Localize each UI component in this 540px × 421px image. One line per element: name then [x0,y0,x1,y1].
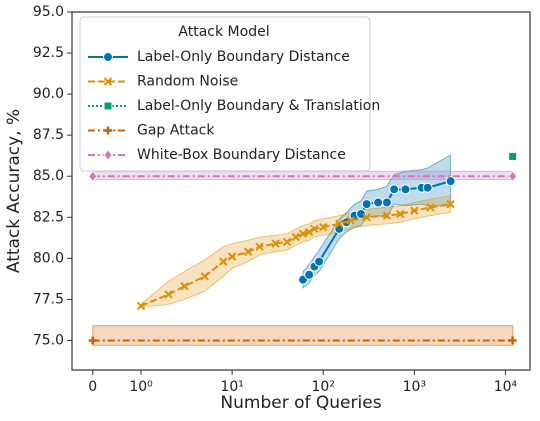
y-tick-label: 87.5 [33,127,64,143]
y-tick-label: 80.0 [33,250,64,266]
legend-marker [104,126,112,135]
marker [310,224,319,233]
marker [298,229,308,238]
y-tick-label: 85.0 [33,168,64,184]
marker [381,197,392,208]
legend-marker [103,77,113,86]
marker [291,232,301,242]
marker [335,219,344,229]
legend: Attack Model Label-Only Boundary Distance… [79,16,380,172]
x-axis-label: Number of Queries [220,393,381,413]
x-tick-label: 10¹ [220,379,243,395]
series-line [140,203,451,307]
legend-label: Gap Attack [137,123,215,139]
marker [361,199,372,210]
marker [422,182,433,193]
legend-label: Label-Only Boundary & Translation [137,98,380,114]
marker [227,252,237,261]
y-axis-label: Attack Accuracy, % [4,109,24,273]
marker [508,170,518,182]
marker [219,257,228,266]
marker [426,203,435,212]
marker [362,213,371,222]
y-tick-label: 90.0 [33,86,64,102]
marker [180,282,189,291]
marker [445,176,456,187]
marker [373,197,384,208]
marker [304,227,314,237]
marker [382,211,392,220]
legend-marker [103,52,113,62]
y-tick-label: 77.5 [33,291,64,307]
x-tick-label: 10³ [403,379,426,395]
marker [319,222,328,232]
marker [88,336,97,345]
marker [396,209,405,219]
marker [389,184,400,195]
marker [410,206,419,215]
y-tick-label: 82.5 [33,209,64,225]
marker [136,301,146,311]
marker [200,272,209,281]
confidence-band [140,195,452,309]
marker [282,237,292,247]
legend-label: Random Noise [137,74,238,90]
y-tick-label: 92.5 [33,45,64,61]
legend-title: Attack Model [178,24,269,40]
marker [314,256,325,267]
x-tick-label: 10² [312,379,335,395]
marker [446,199,455,209]
legend-marker [103,101,113,111]
legend-label: Label-Only Boundary Distance [137,49,350,65]
y-tick-label: 95.0 [33,4,64,20]
marker [508,152,518,162]
marker [346,216,355,225]
x-tick-label: 10⁴ [494,379,518,395]
legend-label: White-Box Boundary Distance [137,147,346,163]
marker [243,247,253,256]
legend-box [79,16,371,172]
marker [88,170,98,182]
marker [356,208,367,219]
marker [304,269,315,280]
marker [255,242,264,252]
y-tick-label: 75.0 [33,332,64,348]
marker [508,336,517,345]
marker [400,184,411,195]
plot-frame [71,11,531,371]
x-tick-label: 0 [88,379,97,395]
marker [271,239,280,248]
marker [164,290,173,299]
x-tick-label: 10⁰ [129,379,153,395]
confidence-band [92,325,514,346]
plot-area [88,152,518,346]
legend-marker [103,149,113,161]
